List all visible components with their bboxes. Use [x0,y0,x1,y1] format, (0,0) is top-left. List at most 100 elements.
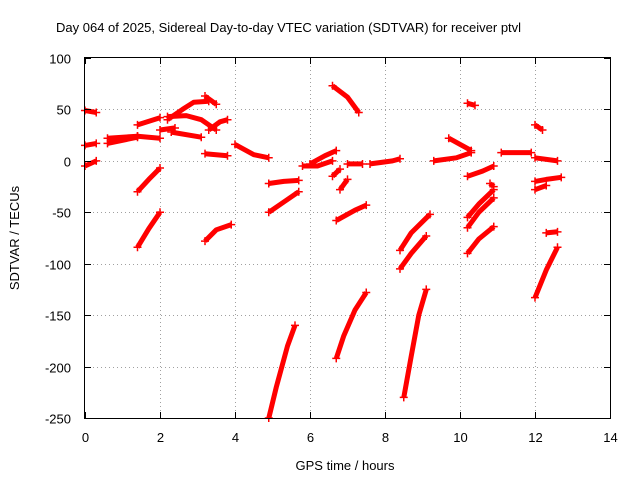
series-trace [170,129,202,140]
point-marker [156,113,164,122]
point-marker [223,115,232,124]
point-marker [396,246,404,255]
point-marker [328,81,337,90]
series-trace [532,246,560,299]
grid-lines [85,58,610,418]
point-marker [542,228,551,237]
series-trace [267,189,301,215]
point-marker [553,243,562,252]
point-marker [396,264,404,273]
point-marker [197,133,206,142]
point-marker [489,182,498,191]
point-marker [354,108,363,117]
point-marker [92,108,101,117]
point-marker [358,159,367,168]
point-marker [463,213,472,222]
y-tick-label: -200 [45,361,71,376]
y-tick-label: 0 [64,155,71,170]
point-marker [201,237,209,246]
point-marker [298,162,307,170]
point-marker [328,172,337,181]
series-trace [369,156,401,167]
series-trace [447,136,473,153]
y-tick-label: 100 [49,52,71,67]
point-marker [264,208,273,217]
point-marker [527,148,536,157]
point-marker [489,222,498,231]
series-trace [533,122,544,133]
point-marker [332,216,341,225]
series-trace [268,177,299,186]
point-marker [336,165,344,174]
series-trace [135,166,162,194]
point-marker [103,134,112,143]
series-trace [302,158,334,169]
series-trace [401,288,429,398]
chart-title: Day 064 of 2025, Sidereal Day-to-day VTE… [56,20,521,35]
series-trace [266,324,298,419]
point-marker [463,172,472,181]
point-marker [306,159,314,168]
point-marker [133,243,142,252]
point-marker [553,227,562,236]
point-marker [471,101,479,110]
series-trace [337,177,350,192]
y-tick-label: 50 [57,103,71,118]
x-axis-label: GPS time / hours [296,458,395,473]
point-marker [156,134,164,143]
series-trace [466,163,495,179]
x-tick-label: 14 [603,430,617,445]
point-marker [332,354,341,363]
point-marker [553,156,562,165]
point-marker [294,176,303,185]
point-marker [362,201,371,210]
point-marker [201,92,209,101]
point-marker [557,173,566,182]
point-marker [223,151,232,160]
point-marker [92,139,101,148]
series-trace [136,115,161,128]
point-marker [264,153,273,162]
series-trace [465,196,496,230]
x-tick-label: 4 [232,430,239,445]
point-marker [538,126,547,134]
series-trace [83,158,98,169]
x-tick-label: 6 [307,430,314,445]
series-trace [135,210,163,249]
y-tick-label: -150 [45,309,71,324]
series-trace [330,167,342,179]
point-marker [463,99,472,108]
point-marker [422,231,431,240]
point-marker [133,132,142,141]
series-trace [465,224,496,255]
point-marker [489,193,498,202]
point-marker [531,177,539,186]
point-marker [343,159,352,168]
y-tick-label: -50 [52,206,71,221]
point-marker [429,156,438,165]
point-marker [291,321,299,330]
y-axis: 100 50 0 -50 -100 -150 -200 -250 [45,52,610,427]
series-trace [397,234,429,271]
point-marker [422,285,431,294]
series-trace [167,113,218,133]
point-marker [133,120,142,129]
point-marker [463,249,472,258]
point-marker [264,179,273,188]
series-trace [203,222,233,243]
x-tick-label: 0 [82,430,89,445]
series-trace [397,212,432,252]
point-marker [399,393,408,402]
series-trace [107,133,138,141]
y-tick-label: -100 [45,258,71,273]
point-marker [212,100,221,109]
point-marker [294,187,303,196]
point-marker [531,185,539,194]
point-marker [343,175,352,184]
series-trace [233,142,270,161]
point-marker [366,159,374,168]
point-marker [204,126,213,134]
point-marker [467,146,476,155]
point-marker [426,210,434,219]
